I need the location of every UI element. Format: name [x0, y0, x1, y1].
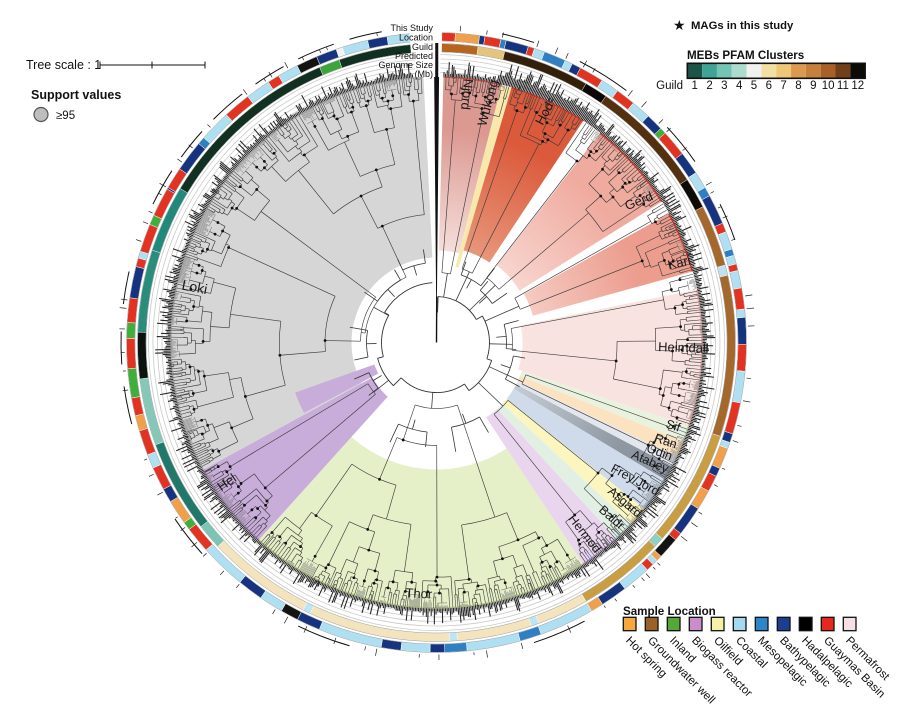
svg-text:5: 5: [751, 80, 757, 92]
svg-text:This Study: This Study: [390, 23, 433, 33]
svg-text:9: 9: [810, 80, 816, 92]
svg-text:Support values: Support values: [31, 88, 121, 102]
svg-text:1: 1: [692, 80, 698, 92]
svg-text:8: 8: [795, 80, 801, 92]
svg-text:MEBs PFAM Clusters: MEBs PFAM Clusters: [687, 49, 804, 62]
svg-text:≥95: ≥95: [56, 110, 75, 122]
svg-text:6: 6: [766, 80, 772, 92]
svg-text:Guild: Guild: [656, 80, 683, 92]
svg-text:(Mb): (Mb): [415, 69, 434, 79]
svg-text:12: 12: [851, 80, 864, 92]
svg-text:Location: Location: [399, 33, 433, 43]
svg-text:2: 2: [706, 80, 712, 92]
svg-text:MAGs in this study: MAGs in this study: [691, 20, 794, 32]
svg-text:Sample Location: Sample Location: [623, 605, 716, 618]
svg-text:3: 3: [721, 80, 727, 92]
svg-text:10: 10: [822, 80, 835, 92]
svg-text:Heimdall: Heimdall: [658, 339, 709, 356]
svg-text:Thor: Thor: [405, 585, 433, 601]
svg-text:4: 4: [736, 80, 743, 92]
svg-text:7: 7: [780, 80, 786, 92]
svg-text:11: 11: [837, 80, 849, 92]
svg-text:Tree scale : 1: Tree scale : 1: [26, 58, 101, 72]
svg-text:★: ★: [673, 17, 686, 33]
